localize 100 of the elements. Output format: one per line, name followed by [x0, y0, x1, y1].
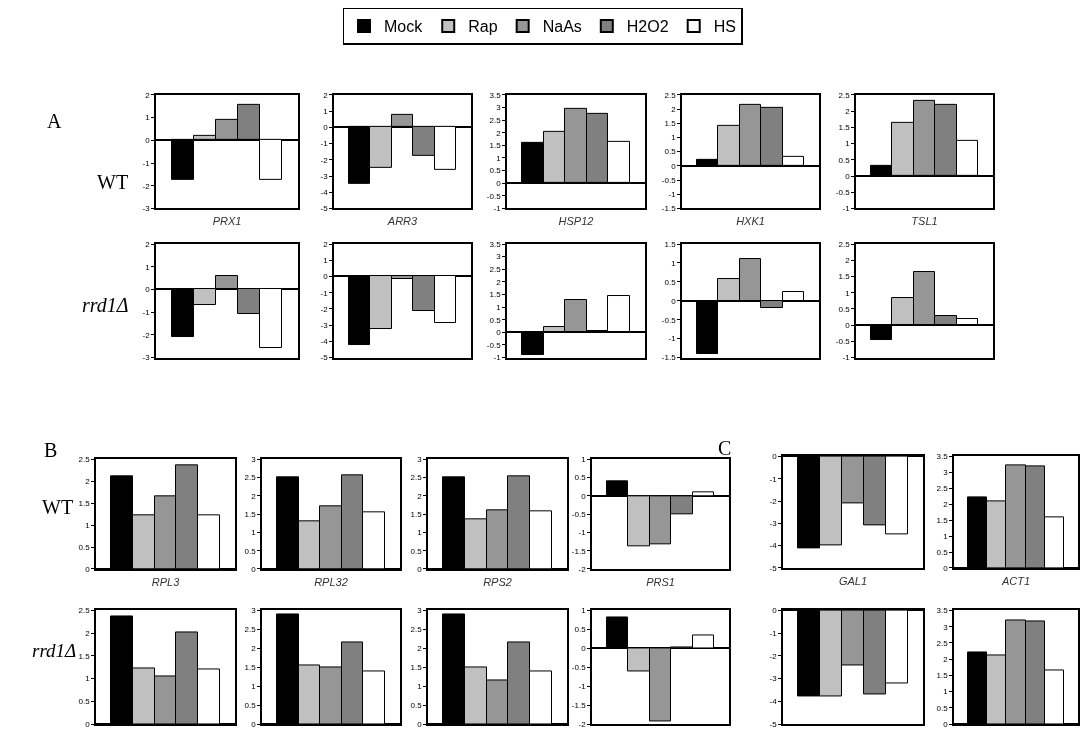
- y-tick-label: 1: [496, 153, 502, 163]
- y-tick-label: 1: [671, 133, 677, 143]
- y-tick-label: 2.5: [78, 606, 91, 616]
- text: C: [718, 437, 732, 459]
- y-tick-label: 3.5: [489, 90, 502, 100]
- y-tick-label: 1.5: [838, 272, 851, 282]
- y-tick-label: -3: [142, 353, 151, 363]
- y-tick-label: 0: [671, 161, 677, 171]
- y-tick-label: 2.5: [936, 484, 949, 494]
- y-tick-label: 0: [581, 644, 587, 654]
- y-tick-label: 2: [943, 500, 949, 510]
- y-tick-label: 2: [496, 277, 502, 287]
- y-tick-label: -1: [578, 681, 587, 691]
- y-tick-label: 0.5: [78, 542, 91, 552]
- y-tick-label: 0: [145, 136, 151, 146]
- y-tick-label: -0.5: [486, 340, 502, 350]
- y-tick-label: 1: [251, 528, 257, 538]
- y-tick-label: 1.5: [489, 290, 502, 300]
- y-tick-label: -1: [769, 628, 778, 638]
- y-tick-label: -3: [142, 204, 151, 214]
- y-tick-label: -3: [320, 171, 329, 181]
- y-tick-label: 2.5: [936, 638, 949, 648]
- y-tick-label: 1.5: [664, 119, 677, 129]
- text: WT: [42, 496, 74, 518]
- y-tick-label: -0.5: [486, 191, 502, 201]
- x-axis-title: RPL3: [151, 575, 181, 588]
- x-axis-title: PRX1: [212, 215, 242, 228]
- text: rrd1Δ: [82, 294, 129, 316]
- y-tick-label: -4: [320, 188, 329, 198]
- y-tick-label: 2: [145, 239, 151, 249]
- y-tick-label: 2: [251, 491, 257, 501]
- y-tick-label: 1.5: [410, 509, 423, 519]
- y-tick-label: 2: [845, 106, 851, 116]
- x-axis-title: PRS1: [646, 575, 675, 588]
- y-tick-label: 0: [85, 719, 91, 729]
- y-tick-label: -4: [769, 541, 778, 551]
- y-tick-label: 2.5: [410, 473, 423, 483]
- x-axis-title: HXK1: [736, 215, 765, 228]
- y-tick-label: -4: [769, 697, 778, 707]
- y-tick-label: -1: [142, 307, 151, 317]
- y-tick-label: 0.5: [574, 625, 587, 635]
- y-tick-label: -1: [668, 334, 677, 344]
- y-tick-label: 0: [496, 328, 502, 338]
- y-tick-label: 1: [581, 606, 587, 616]
- y-tick-label: 3: [251, 455, 257, 465]
- y-tick-label: -2: [578, 719, 587, 729]
- x-axis-title: HSP12: [558, 215, 594, 228]
- y-tick-label: -0.5: [661, 315, 677, 325]
- y-tick-label: 0: [943, 719, 949, 729]
- y-tick-label: -3: [769, 519, 778, 529]
- y-tick-label: 0: [496, 179, 502, 189]
- y-tick-label: 2.5: [244, 625, 257, 635]
- y-tick-label: 1.5: [838, 123, 851, 133]
- y-tick-label: 0.5: [78, 697, 91, 707]
- y-tick-label: 2: [323, 90, 329, 100]
- y-tick-label: 0: [323, 272, 329, 282]
- legend-label: Rap: [468, 18, 498, 36]
- y-tick-label: 0: [772, 606, 778, 616]
- y-tick-label: 1: [845, 288, 851, 298]
- y-tick-label: -1.5: [661, 353, 677, 363]
- y-tick-label: 2: [417, 644, 423, 654]
- y-tick-label: -1: [320, 139, 329, 149]
- y-tick-label: 2.5: [838, 239, 851, 249]
- y-tick-label: 1.5: [244, 509, 257, 519]
- y-tick-label: -0.5: [661, 175, 677, 185]
- y-tick-label: 0: [417, 719, 423, 729]
- y-tick-label: -2: [769, 496, 778, 506]
- y-tick-label: 1.5: [410, 663, 423, 673]
- y-tick-label: 1: [145, 113, 151, 123]
- y-tick-label: 3.5: [936, 452, 949, 462]
- x-axis-title: TSL1: [911, 215, 938, 228]
- y-tick-label: 1: [671, 258, 677, 268]
- text: rrd1Δ: [32, 640, 77, 661]
- y-tick-label: -1.5: [571, 700, 587, 710]
- y-tick-label: 1.5: [244, 663, 257, 673]
- y-tick-label: 0.5: [664, 277, 677, 287]
- y-tick-label: 1: [943, 687, 949, 697]
- y-tick-label: 1: [943, 531, 949, 541]
- y-tick-label: 2.5: [244, 473, 257, 483]
- y-tick-label: 3.5: [489, 239, 502, 249]
- y-tick-label: 1: [85, 520, 91, 530]
- y-tick-label: -5: [320, 353, 329, 363]
- y-tick-label: -3: [769, 674, 778, 684]
- y-tick-label: 2: [85, 628, 91, 638]
- y-tick-label: 3: [943, 622, 949, 632]
- y-tick-label: 2: [145, 90, 151, 100]
- y-tick-label: -1: [493, 204, 502, 214]
- y-tick-label: 0.5: [489, 315, 502, 325]
- y-tick-label: 3: [417, 455, 423, 465]
- y-tick-label: 2.5: [410, 625, 423, 635]
- y-tick-label: 2: [85, 477, 91, 487]
- x-axis-title: RPS2: [483, 575, 512, 588]
- y-tick-label: 0: [417, 564, 423, 574]
- y-tick-label: -2: [142, 181, 151, 191]
- y-tick-label: 0.5: [838, 304, 851, 314]
- y-tick-label: 2.5: [78, 455, 91, 465]
- y-tick-label: -2: [142, 330, 151, 340]
- legend-label: H2O2: [626, 18, 669, 36]
- legend-label: Mock: [384, 18, 424, 36]
- y-tick-label: 2: [323, 239, 329, 249]
